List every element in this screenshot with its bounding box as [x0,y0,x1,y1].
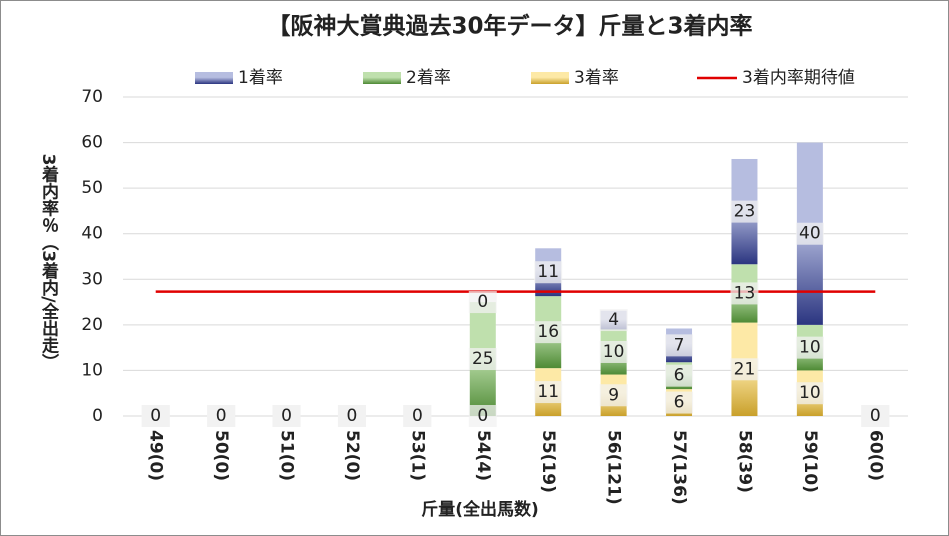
data-label-bg [665,391,694,414]
x-tick-label: 59(10) [800,430,820,493]
x-tick-label: 58(39) [734,430,754,493]
x-tick-label: 53(1) [407,430,427,481]
data-label-bg [337,405,366,427]
y-tick-label: 60 [81,133,103,153]
x-axis-title: 斤量(全出馬数) [421,499,539,520]
data-label: 0 [477,406,488,426]
data-label: 9 [608,385,619,405]
data-label-bg [534,261,563,284]
data-label: 25 [472,349,494,369]
data-label-bg [795,382,824,405]
legend-swatch [363,72,401,84]
data-label-bg [599,340,628,363]
data-label: 6 [674,366,685,386]
data-label: 7 [674,335,685,355]
data-label-bg [665,334,694,357]
y-axis-title: 3着内率％（3着内/全出走） [38,154,60,371]
x-tick-label: 49(0) [146,430,166,481]
data-label-bg [534,381,563,404]
data-label-bg [468,291,497,314]
data-label-bg [468,348,497,371]
x-tick-label: 50(0) [211,430,231,481]
legend-swatch [195,72,233,84]
data-label: 0 [281,406,292,426]
legend-label: 2着率 [406,68,451,88]
data-label: 0 [477,292,488,312]
data-label: 10 [603,342,625,362]
data-label: 6 [674,393,685,413]
data-label: 11 [537,382,559,402]
y-tick-label: 50 [81,178,103,198]
legend-label: 3着率 [574,68,619,88]
data-label: 21 [734,359,756,379]
chart-title: 【阪神大賞典過去30年データ】斤量と3着内率 [267,13,752,40]
x-tick-label: 57(136) [669,430,689,505]
data-label-bg [730,358,759,381]
y-tick-label: 30 [81,269,103,289]
y-tick-label: 70 [81,87,103,107]
data-label-bg [795,336,824,359]
data-label-bg [730,200,759,223]
data-label-bg [599,384,628,407]
data-label-bg [861,405,890,427]
data-label-bg [272,405,301,427]
data-label: 40 [799,224,821,244]
data-label: 0 [870,406,881,426]
x-tick-label: 56(121) [604,430,624,505]
data-label: 13 [734,283,756,303]
y-tick-label: 40 [81,224,103,244]
data-label-bg [534,321,563,344]
data-label: 0 [347,406,358,426]
data-label: 10 [799,383,821,403]
data-label-bg [468,405,497,427]
x-tick-label: 51(0) [277,430,297,481]
x-tick-label: 60(0) [865,430,885,481]
data-label: 23 [734,202,756,222]
x-tick-label: 52(0) [342,430,362,481]
data-label-bg [795,222,824,245]
data-label: 0 [150,406,161,426]
data-label-bg [599,309,628,332]
data-label-bg [207,405,236,427]
x-tick-label: 54(4) [473,430,493,481]
data-label: 0 [216,406,227,426]
data-label: 16 [537,322,559,342]
data-label: 0 [412,406,423,426]
y-tick-label: 10 [81,360,103,380]
y-tick-label: 0 [92,406,103,426]
data-label: 10 [799,338,821,358]
x-tick-label: 55(19) [538,430,558,493]
data-label-bg [403,405,432,427]
legend-label: 3着内率期待値 [742,68,855,88]
y-tick-label: 20 [81,315,103,335]
data-label-bg [141,405,170,427]
legend-label: 1着率 [238,68,283,88]
data-label: 4 [608,310,619,330]
data-label-bg [665,364,694,387]
legend-swatch [531,72,569,84]
data-label: 11 [537,262,559,282]
data-label-bg [730,282,759,305]
